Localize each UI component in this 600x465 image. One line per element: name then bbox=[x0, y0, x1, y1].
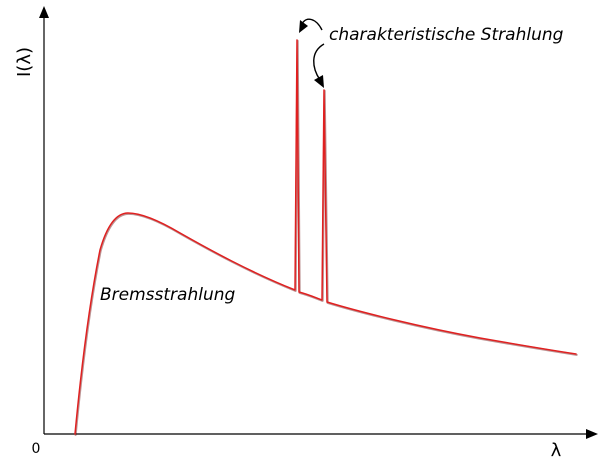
pointer-to-second-peak bbox=[313, 43, 325, 81]
spectrum-line bbox=[74, 39, 577, 435]
pointer-arrowhead-2 bbox=[314, 75, 324, 88]
characteristic-label: charakteristische Strahlung bbox=[329, 25, 564, 45]
characteristic-pointers bbox=[299, 18, 325, 88]
x-axis-label: λ bbox=[551, 440, 562, 461]
pointer-to-first-peak bbox=[301, 18, 323, 31]
origin-label: 0 bbox=[32, 441, 41, 457]
spectrum-curve bbox=[74, 39, 578, 436]
y-axis-label: I(λ) bbox=[14, 47, 35, 77]
axes bbox=[39, 6, 598, 439]
x-axis-arrow bbox=[586, 429, 598, 439]
y-axis-arrow bbox=[39, 6, 49, 18]
bremsstrahlung-label: Bremsstrahlung bbox=[100, 285, 236, 305]
pointer-arrowhead-1 bbox=[299, 20, 308, 33]
